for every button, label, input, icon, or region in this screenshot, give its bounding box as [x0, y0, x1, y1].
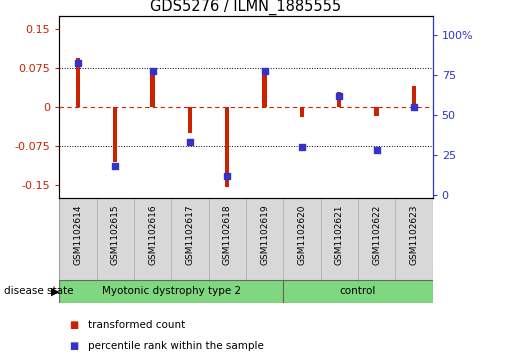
Point	[148, 68, 157, 73]
Bar	[300, 107, 304, 118]
Point	[410, 105, 418, 110]
Point	[335, 93, 344, 99]
Text: GSM1102614: GSM1102614	[74, 204, 82, 265]
Text: disease state: disease state	[4, 286, 74, 297]
Bar	[59, 280, 283, 303]
Text: ■: ■	[70, 340, 79, 351]
Bar	[262, 68, 267, 107]
Point	[261, 68, 269, 73]
Text: GSM1102620: GSM1102620	[298, 204, 306, 265]
Bar	[113, 107, 117, 162]
Bar	[150, 71, 155, 107]
Text: ■: ■	[70, 320, 79, 330]
Text: ▶: ▶	[50, 286, 59, 297]
Point	[186, 139, 194, 145]
Bar	[187, 107, 192, 133]
Point	[298, 144, 306, 150]
Bar	[411, 86, 416, 107]
Bar	[225, 107, 230, 187]
Bar	[374, 107, 379, 117]
Text: GSM1102621: GSM1102621	[335, 204, 344, 265]
Title: GDS5276 / ILMN_1885555: GDS5276 / ILMN_1885555	[150, 0, 341, 15]
Text: GSM1102622: GSM1102622	[372, 204, 381, 265]
Text: percentile rank within the sample: percentile rank within the sample	[88, 340, 264, 351]
Text: control: control	[340, 286, 376, 296]
Point	[223, 173, 231, 179]
Bar	[337, 91, 341, 107]
Text: GSM1102623: GSM1102623	[409, 204, 418, 265]
Point	[372, 147, 381, 153]
Text: GSM1102616: GSM1102616	[148, 204, 157, 265]
Bar	[283, 280, 433, 303]
Point	[111, 163, 119, 169]
Text: GSM1102618: GSM1102618	[223, 204, 232, 265]
Text: transformed count: transformed count	[88, 320, 185, 330]
Text: GSM1102615: GSM1102615	[111, 204, 119, 265]
Text: Myotonic dystrophy type 2: Myotonic dystrophy type 2	[101, 286, 241, 296]
Text: GSM1102619: GSM1102619	[260, 204, 269, 265]
Text: GSM1102617: GSM1102617	[185, 204, 194, 265]
Point	[74, 60, 82, 65]
Bar	[76, 58, 80, 107]
